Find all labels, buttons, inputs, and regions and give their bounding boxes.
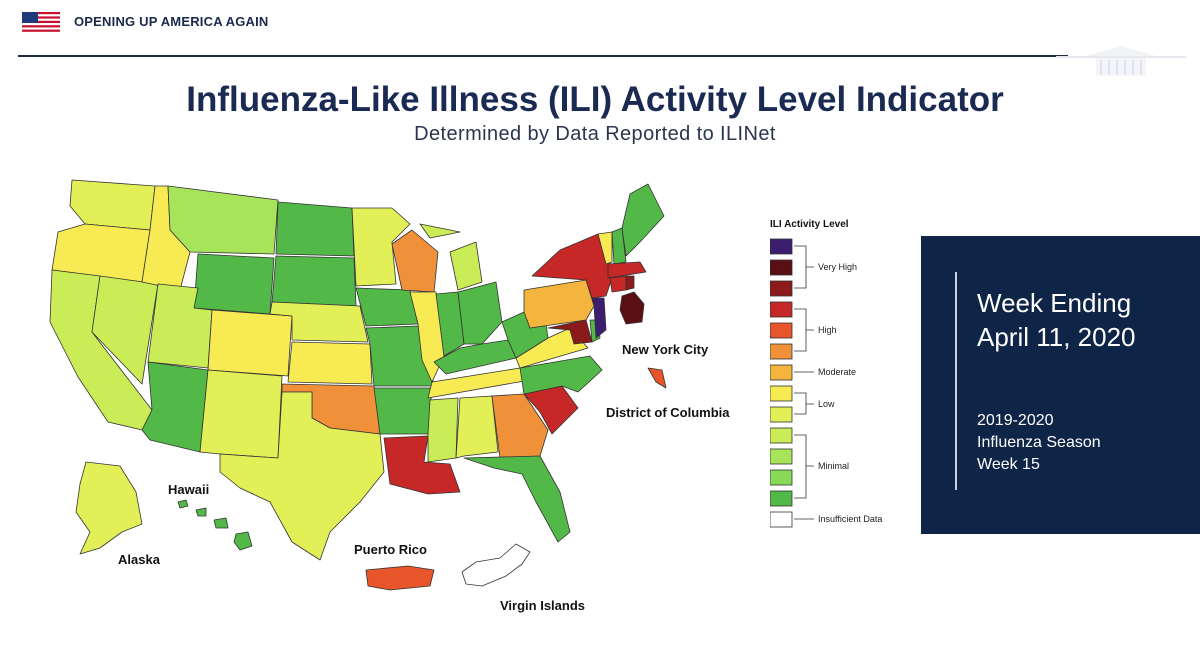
week-ending: Week Ending April 11, 2020	[977, 286, 1136, 354]
state-maine	[621, 183, 665, 257]
legend-swatch-very-high-1	[770, 280, 793, 297]
legend-label-high: High	[818, 325, 837, 335]
legend-swatch-minimal-1	[770, 469, 793, 486]
state-iowa	[355, 287, 419, 327]
legend-label-insufficient: Insufficient Data	[818, 514, 882, 524]
state-new-mexico	[199, 369, 283, 459]
label-district-of-columbia: District of Columbia	[606, 405, 730, 420]
legend-swatch-low-1	[770, 406, 793, 423]
white-house-icon	[1056, 46, 1186, 76]
legend-swatch-low-2	[770, 385, 793, 402]
state-north-carolina	[519, 355, 603, 395]
state-wisconsin	[391, 229, 439, 293]
legend-swatch-very-high-3	[770, 238, 793, 255]
state-tennessee	[427, 367, 531, 399]
state-mississippi	[427, 397, 459, 463]
week-ending-label: Week Ending	[977, 288, 1132, 318]
season-week: Week 15	[977, 456, 1040, 473]
legend-swatch-minimal-3	[770, 427, 793, 444]
state-south-dakota	[271, 255, 357, 307]
ili-activity-map: New York City District of Columbia Hawai…	[49, 179, 730, 613]
label-new-york-city: New York City	[622, 342, 709, 357]
inset-new-york-city	[619, 291, 645, 325]
header-title: OPENING UP AMERICA AGAIN	[74, 14, 269, 29]
state-texas	[219, 391, 385, 561]
page-subtitle: Determined by Data Reported to ILINet	[414, 123, 776, 145]
state-massachusetts	[607, 261, 647, 279]
week-ending-date: April 11, 2020	[977, 322, 1136, 352]
legend-swatch-high-1	[770, 343, 793, 360]
legend-label-low: Low	[818, 399, 835, 409]
legend-label-moderate: Moderate	[818, 367, 856, 377]
state-new-hampshire	[611, 227, 627, 265]
state-new-jersey	[591, 297, 607, 339]
state-minnesota	[351, 207, 411, 287]
state-alabama	[455, 395, 499, 459]
legend-label-minimal: Minimal	[818, 461, 849, 471]
header-divider	[18, 55, 1068, 57]
territory-virgin-islands	[461, 543, 531, 587]
season-info: 2019-2020 Influenza Season Week 15	[977, 410, 1101, 476]
state-nevada	[91, 275, 159, 385]
state-kansas	[287, 341, 373, 385]
season-years: 2019-2020	[977, 412, 1054, 429]
state-arkansas	[373, 387, 433, 435]
state-nebraska	[269, 301, 369, 343]
state-colorado	[207, 309, 293, 377]
ili-legend: ILI Activity Level Very High High Modera…	[770, 219, 882, 528]
label-virgin-islands: Virgin Islands	[500, 598, 585, 613]
state-georgia	[491, 393, 549, 459]
state-rhode-island	[625, 275, 635, 291]
label-puerto-rico: Puerto Rico	[354, 542, 427, 557]
legend-swatch-minimal-2	[770, 448, 793, 465]
header-bar: OPENING UP AMERICA AGAIN	[0, 0, 1200, 76]
legend-swatch-high-3	[770, 301, 793, 318]
state-wyoming	[193, 253, 275, 315]
legend-swatch-high-2	[770, 322, 793, 339]
state-connecticut	[609, 275, 627, 293]
page-title: Influenza-Like Illness (ILI) Activity Le…	[186, 80, 1004, 119]
legend-swatch-minimal-0	[770, 490, 793, 507]
legend-label-very-high: Very High	[818, 262, 857, 272]
state-arizona	[141, 361, 209, 453]
legend-swatch-moderate	[770, 364, 793, 381]
state-ohio	[457, 281, 503, 345]
state-maryland	[547, 319, 593, 345]
state-washington	[69, 179, 156, 231]
label-alaska: Alaska	[118, 552, 161, 567]
label-hawaii: Hawaii	[168, 482, 209, 497]
state-hawaii	[177, 499, 253, 551]
info-divider	[955, 272, 957, 490]
state-florida	[463, 455, 571, 543]
legend-swatch-very-high-2	[770, 259, 793, 276]
inset-district-of-columbia	[647, 367, 667, 389]
state-north-dakota	[275, 201, 355, 257]
week-info-panel: Week Ending April 11, 2020 2019-2020 Inf…	[921, 236, 1200, 534]
state-alaska	[75, 461, 143, 555]
season-name: Influenza Season	[977, 434, 1101, 451]
state-louisiana	[383, 435, 461, 495]
state-new-york	[531, 233, 615, 299]
territory-puerto-rico	[365, 565, 435, 591]
us-flag-icon	[22, 12, 60, 34]
state-montana	[167, 185, 279, 255]
state-michigan	[419, 223, 483, 291]
legend-title: ILI Activity Level	[770, 219, 849, 230]
legend-swatch-insufficient	[770, 511, 793, 528]
state-vermont	[597, 231, 613, 265]
